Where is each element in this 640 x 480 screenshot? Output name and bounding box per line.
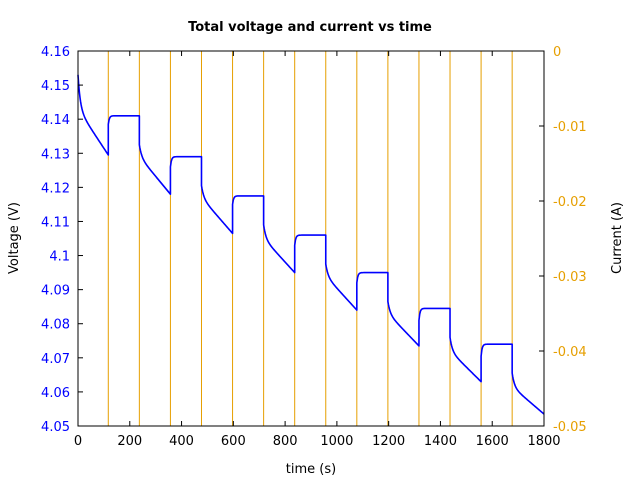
y-tick-label: 4.1 — [49, 250, 70, 265]
x-axis-label: time (s) — [286, 462, 336, 477]
y-tick-label: 4.09 — [41, 284, 70, 299]
x-axis-ticks: 0 200 400 600 800 1000 1200 1400 1600 1800 — [74, 51, 561, 449]
plot-frame — [77, 50, 545, 427]
y2-tick-label: -0.04 — [553, 345, 587, 360]
y-tick-label: 4.07 — [41, 352, 70, 367]
current-series — [107, 51, 513, 426]
x-tick-label: 400 — [169, 434, 194, 449]
x-tick-label: 600 — [221, 434, 246, 449]
y2-tick-label: -0.02 — [553, 195, 587, 210]
x-tick-label: 1000 — [320, 434, 353, 449]
y2-tick-label: -0.05 — [553, 420, 587, 435]
y-tick-label: 4.16 — [41, 45, 70, 60]
y2-tick-label: -0.03 — [553, 270, 587, 285]
y-tick-label: 4.05 — [41, 420, 70, 435]
y-tick-label: 4.08 — [41, 318, 70, 333]
y-axis-left-ticks: 4.05 4.06 4.07 4.08 4.09 4.1 4.11 4.12 4.13 4.14 4… — [41, 45, 83, 435]
x-tick-label: 200 — [117, 434, 142, 449]
x-tick-label: 1400 — [424, 434, 457, 449]
x-tick-label: 1200 — [372, 434, 405, 449]
y-axis-right-ticks: -0.05 -0.04 -0.03 -0.02 -0.01 0 — [539, 45, 587, 435]
y-tick-label: 4.12 — [41, 181, 70, 196]
y-axis-right-label: Current (A) — [610, 202, 625, 274]
x-tick-label: 1800 — [527, 434, 560, 449]
y2-tick-label: 0 — [553, 45, 561, 60]
y-tick-label: 4.15 — [41, 79, 70, 94]
y-tick-label: 4.13 — [41, 147, 70, 162]
voltage-series-line — [77, 74, 545, 415]
x-tick-label: 800 — [273, 434, 298, 449]
y-axis-left-label: Voltage (V) — [7, 202, 22, 274]
x-tick-label: 0 — [74, 434, 82, 449]
y2-tick-label: -0.01 — [553, 120, 587, 135]
y-tick-label: 4.14 — [41, 113, 70, 128]
x-tick-label: 1600 — [476, 434, 509, 449]
chart-title: Total voltage and current vs time — [188, 20, 432, 35]
y-tick-label: 4.11 — [41, 215, 70, 230]
y-tick-label: 4.06 — [41, 386, 70, 401]
